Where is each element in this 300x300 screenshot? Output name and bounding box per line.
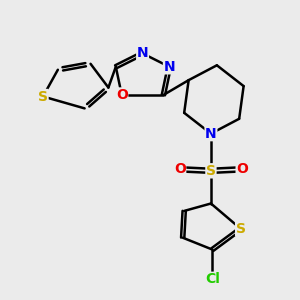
- Text: Cl: Cl: [205, 272, 220, 286]
- Text: S: S: [206, 164, 216, 178]
- Text: S: S: [38, 89, 48, 103]
- Text: O: O: [116, 88, 128, 102]
- Text: N: N: [205, 127, 217, 141]
- Text: N: N: [164, 60, 175, 74]
- Text: O: O: [174, 162, 186, 176]
- Text: O: O: [236, 162, 248, 176]
- Text: S: S: [236, 222, 246, 236]
- Text: N: N: [137, 46, 148, 60]
